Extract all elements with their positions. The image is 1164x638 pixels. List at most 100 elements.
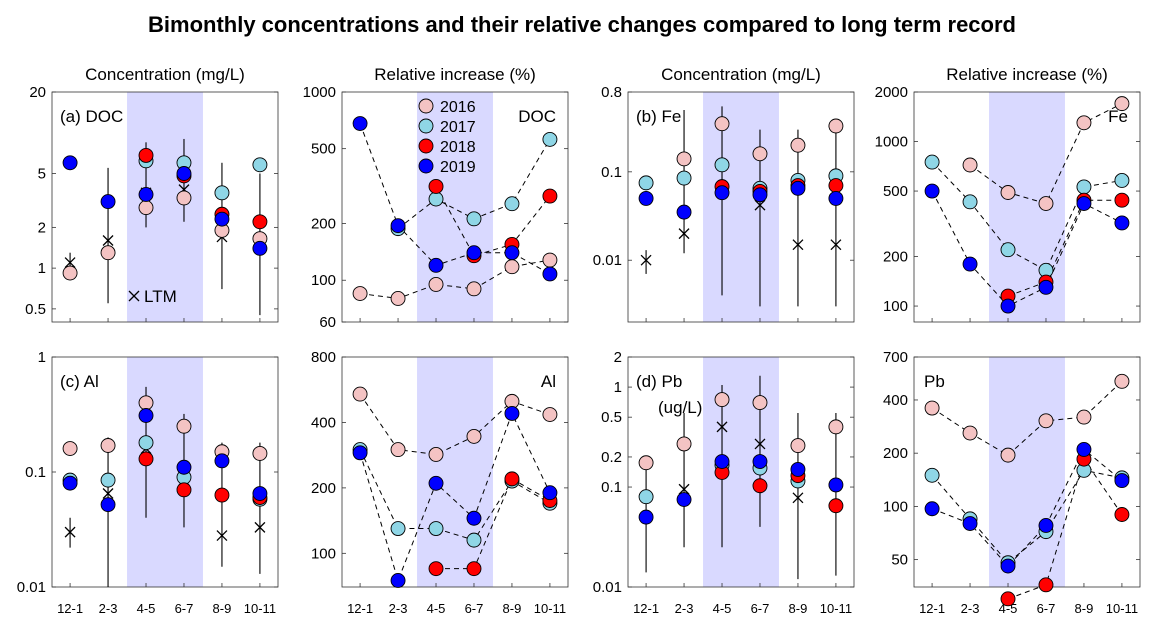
y-tick-label: 50 xyxy=(891,552,908,569)
ltm-marker xyxy=(716,421,728,433)
ltm-marker xyxy=(64,257,76,268)
panel-pb_rel: 50 100 200 400 700 12-1 2-3 4-5 6-7 8-9 10-11 Pb xyxy=(883,349,1141,616)
y-tick-label: 100 xyxy=(883,298,908,315)
point-2016 xyxy=(138,200,154,216)
point-2019 xyxy=(924,501,940,517)
x-tick-label: 8-9 xyxy=(789,601,808,616)
y-tick-label: 2 xyxy=(614,349,622,366)
panel-label: DOC xyxy=(518,107,556,126)
legend-ltm-marker xyxy=(128,290,140,302)
point-2017 xyxy=(428,191,444,207)
panel-label: (a) DOC xyxy=(60,107,123,126)
x-tick-label: 6-7 xyxy=(751,601,770,616)
point-2016 xyxy=(1114,96,1130,112)
ltm-marker xyxy=(678,228,690,240)
point-2019 xyxy=(1000,558,1016,574)
point-2019 xyxy=(828,190,844,206)
y-tick-label: 100 xyxy=(311,272,336,289)
y-tick-label: 0.01 xyxy=(17,579,46,596)
point-2016 xyxy=(62,265,78,281)
point-2016 xyxy=(176,190,192,206)
point-2019 xyxy=(638,509,654,525)
legend-label-2019: 2019 xyxy=(440,159,476,176)
y-tick-label: 1 xyxy=(38,349,46,366)
point-2016 xyxy=(828,118,844,134)
point-2017 xyxy=(428,521,444,537)
panel-sublabel: (ug/L) xyxy=(658,398,702,417)
series-line-2016 xyxy=(359,393,551,455)
x-tick-label: 2-3 xyxy=(961,601,980,616)
x-tick-label: 10-11 xyxy=(244,601,276,616)
ltm-marker xyxy=(102,235,114,246)
point-2019 xyxy=(62,475,78,491)
panel-label: (c) Al xyxy=(60,372,99,391)
point-2016 xyxy=(428,446,444,462)
y-tick-label: 2000 xyxy=(875,84,908,101)
series-line-2018 xyxy=(1007,458,1123,600)
point-2019 xyxy=(1038,518,1054,533)
point-2017 xyxy=(466,211,482,227)
point-2019 xyxy=(1038,279,1054,295)
point-2018 xyxy=(214,487,230,503)
x-tick-label: 4-5 xyxy=(137,601,156,616)
point-2016 xyxy=(962,425,978,441)
panel-fe_rel: 100 200 500 1000 2000 Relative increase (%) Fe xyxy=(875,65,1141,323)
legend-marker-2017 xyxy=(418,118,434,134)
point-2016 xyxy=(138,395,154,411)
point-2019 xyxy=(390,573,406,588)
panel-doc_rel: 60 100 200 500 1000 Relative increase (%) DOC 2… xyxy=(303,65,569,331)
point-2019 xyxy=(466,510,482,526)
panel-pb_conc: 0.01 0.1 0.2 0.5 1 2 12-1 2-3 4-5 6-7 8-9 10-11 (d) … xyxy=(593,349,855,616)
y-tick-label: 0.01 xyxy=(593,579,622,596)
shaded-band xyxy=(703,92,779,322)
point-2017 xyxy=(924,467,940,483)
legend-marker-2016 xyxy=(418,98,434,114)
point-2017 xyxy=(504,196,520,212)
ltm-marker xyxy=(678,483,690,495)
point-2018 xyxy=(428,561,444,577)
point-2019 xyxy=(714,454,730,469)
point-2016 xyxy=(176,418,192,434)
point-2019 xyxy=(252,240,268,256)
shaded-band xyxy=(989,92,1065,322)
point-2017 xyxy=(676,170,692,186)
point-2017 xyxy=(714,157,730,173)
point-2019 xyxy=(100,194,116,210)
point-2016 xyxy=(352,286,368,301)
y-tick-label: 2 xyxy=(38,219,46,236)
shaded-band xyxy=(703,357,779,587)
point-2017 xyxy=(962,194,978,210)
y-tick-label: 500 xyxy=(311,141,336,158)
panel-label: Al xyxy=(541,372,556,391)
x-tick-label: 4-5 xyxy=(999,601,1018,616)
legend-label-2018: 2018 xyxy=(440,139,476,156)
legend-label-2016: 2016 xyxy=(440,99,476,116)
point-2019 xyxy=(62,155,78,171)
point-2019 xyxy=(542,266,558,282)
series-line-2017 xyxy=(931,161,1123,271)
point-2019 xyxy=(676,492,692,507)
y-tick-label: 200 xyxy=(883,445,908,462)
y-tick-label: 400 xyxy=(883,392,908,409)
panel-al_rel: 100 200 400 800 12-1 2-3 4-5 6-7 8-9 10-11 Al xyxy=(311,349,569,616)
point-2017 xyxy=(638,175,654,191)
y-tick-label: 1 xyxy=(614,379,622,396)
point-2019 xyxy=(176,166,192,181)
x-tick-label: 10-11 xyxy=(820,601,852,616)
series-line-2018 xyxy=(1007,199,1122,297)
point-2019 xyxy=(638,190,654,206)
point-2019 xyxy=(1076,441,1092,457)
point-2019 xyxy=(790,180,806,196)
ltm-marker xyxy=(792,239,804,251)
x-tick-label: 2-3 xyxy=(99,601,118,616)
y-tick-label: 800 xyxy=(311,349,336,366)
point-2019 xyxy=(752,187,768,203)
axes-box xyxy=(627,356,855,588)
point-2019 xyxy=(428,475,444,491)
point-2016 xyxy=(752,146,768,162)
ltm-marker xyxy=(102,488,114,499)
point-2019 xyxy=(100,497,116,513)
series-line-2016 xyxy=(931,380,1123,456)
x-tick-label: 4-5 xyxy=(713,601,732,616)
point-2018 xyxy=(1114,192,1130,208)
